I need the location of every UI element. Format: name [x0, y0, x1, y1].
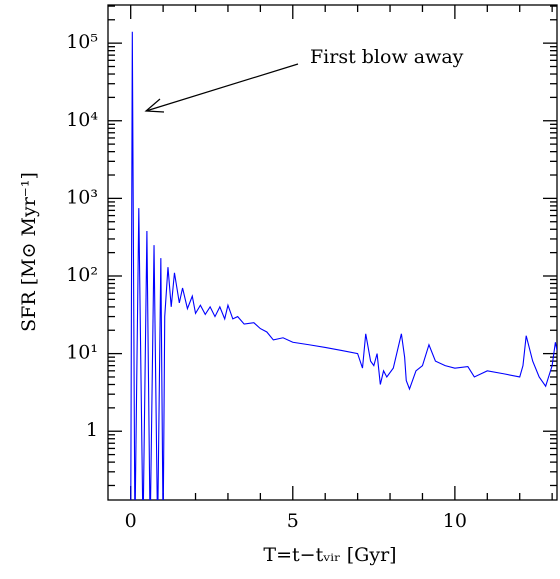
y-tick-label: 10¹ — [66, 342, 98, 364]
y-tick-label: 10³ — [66, 186, 98, 208]
data-line — [130, 31, 557, 500]
y-tick-label: 10² — [66, 264, 98, 286]
plot-area — [130, 31, 557, 500]
annotation: First blow away — [310, 46, 464, 68]
y-axis-label: SFR [M⊙ Myr⁻¹] — [18, 172, 40, 332]
y-tick-label: 1 — [86, 419, 98, 441]
y-tick-label: 10⁵ — [66, 31, 98, 53]
x-axis-label: T=t−tᵥᵢᵣ [Gyr] — [263, 544, 396, 566]
annotation-arrow — [144, 63, 299, 113]
y-tick-label: 10⁴ — [66, 109, 98, 131]
x-tick-label: 0 — [125, 510, 137, 532]
plot-frame — [107, 4, 558, 501]
x-tick-label: 10 — [443, 510, 467, 532]
x-tick-label: 5 — [287, 510, 299, 532]
